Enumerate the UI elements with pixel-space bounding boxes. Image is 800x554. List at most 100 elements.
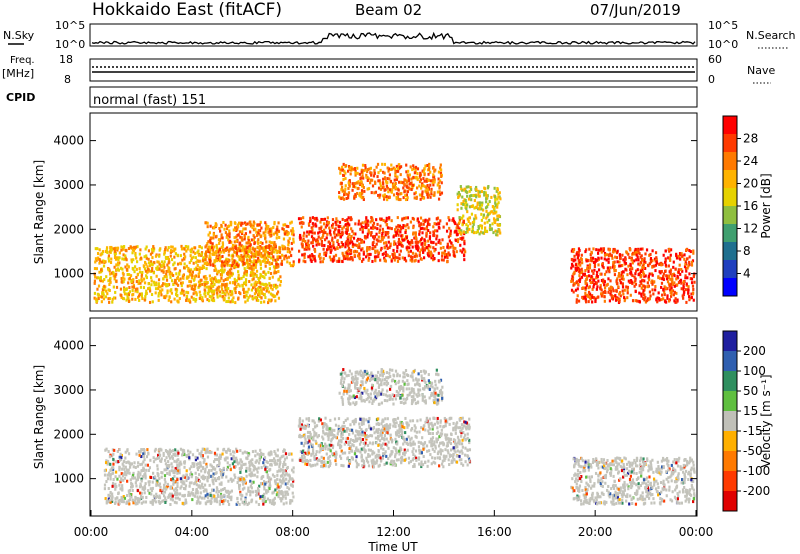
echo-cell	[205, 244, 208, 248]
echo-cell	[345, 230, 348, 234]
echo-cell	[113, 265, 116, 269]
echo-cell	[394, 181, 397, 185]
echo-cell	[409, 255, 413, 259]
echo-cell	[145, 254, 148, 258]
echo-cell	[226, 489, 230, 493]
echo-cell	[439, 163, 442, 167]
echo-cell	[374, 259, 377, 263]
echo-cell	[151, 501, 154, 505]
echo-cell	[241, 238, 244, 242]
echo-cell	[213, 467, 217, 471]
echo-cell	[580, 271, 583, 275]
echo-cell	[169, 503, 172, 507]
echo-cell	[385, 179, 388, 183]
echo-cell	[401, 226, 405, 230]
echo-cell	[277, 229, 281, 233]
echo-cell	[252, 252, 255, 256]
echo-cell	[339, 235, 342, 239]
echo-cell	[304, 239, 307, 243]
echo-cell	[218, 456, 221, 460]
echo-cell	[343, 190, 346, 194]
echo-cell	[429, 254, 433, 258]
echo-cell	[380, 246, 383, 250]
echo-cell	[311, 222, 314, 226]
echo-cell	[270, 251, 273, 255]
echo-cell	[461, 195, 464, 199]
echo-cell	[496, 188, 499, 192]
echo-cell	[247, 264, 250, 268]
echo-cell	[367, 258, 370, 262]
echo-cell	[231, 261, 234, 265]
echo-cell	[687, 291, 690, 295]
echo-cell	[272, 265, 276, 269]
echo-cell	[169, 254, 172, 258]
echo-cell	[174, 448, 177, 452]
echo-cell	[419, 171, 422, 175]
echo-cell	[303, 256, 306, 260]
echo-cell	[244, 283, 248, 287]
echo-cell	[642, 272, 646, 276]
echo-cell	[578, 270, 581, 274]
echo-cell	[195, 260, 198, 264]
echo-cell	[115, 263, 118, 267]
echo-cell	[619, 264, 622, 268]
echo-cell	[658, 262, 661, 266]
echo-cell	[441, 238, 444, 242]
echo-cell	[229, 490, 232, 494]
echo-cell	[397, 192, 400, 196]
echo-cell	[331, 236, 334, 240]
echo-cell	[166, 283, 170, 287]
echo-cell	[370, 171, 373, 175]
echo-cell	[179, 447, 183, 451]
echo-cell	[268, 500, 272, 504]
echo-cell	[154, 447, 157, 451]
echo-cell	[629, 293, 632, 297]
echo-cell	[655, 298, 658, 302]
echo-cell	[381, 227, 384, 231]
echo-cell	[428, 237, 431, 241]
echo-cell	[176, 485, 179, 489]
echo-cell	[336, 239, 339, 243]
echo-cell	[105, 275, 108, 279]
echo-cell	[240, 221, 243, 225]
echo-cell	[684, 260, 687, 264]
echo-cell	[140, 274, 143, 278]
echo-cell	[212, 251, 215, 255]
echo-cell	[207, 233, 210, 237]
echo-cell	[463, 248, 466, 252]
echo-cell	[688, 260, 691, 264]
colorbar-swatch	[723, 188, 737, 207]
echo-cell	[242, 262, 245, 266]
echo-cell	[692, 249, 695, 253]
echo-cell	[207, 287, 210, 291]
echo-cell	[311, 240, 314, 244]
echo-cell	[688, 298, 691, 302]
echo-cell	[298, 221, 302, 225]
echo-cell	[462, 230, 465, 234]
echo-cell	[98, 248, 101, 252]
echo-cell	[405, 163, 408, 167]
echo-cell	[212, 482, 215, 486]
echo-cell	[386, 246, 389, 250]
echo-cell	[280, 455, 283, 459]
echo-cell	[361, 227, 365, 231]
echo-cell	[268, 240, 271, 244]
echo-cell	[396, 259, 400, 263]
echo-cell	[168, 470, 171, 474]
echo-cell	[237, 476, 240, 480]
echo-cell	[117, 258, 120, 262]
echo-cell	[615, 279, 618, 283]
echo-cell	[152, 494, 156, 498]
echo-cell	[166, 466, 169, 470]
echo-cell	[216, 293, 219, 297]
echo-cell	[161, 284, 164, 288]
echo-cell	[176, 453, 179, 457]
nsky-panel: N.Sky 10^5 10^0 10^5 10^0 N.Search	[3, 19, 796, 51]
echo-cell	[219, 279, 222, 283]
echo-cell	[251, 269, 254, 273]
echo-cell	[395, 231, 399, 235]
echo-cell	[608, 287, 611, 291]
echo-cell	[157, 287, 160, 291]
echo-cell	[601, 292, 604, 296]
echo-cell	[278, 235, 281, 239]
